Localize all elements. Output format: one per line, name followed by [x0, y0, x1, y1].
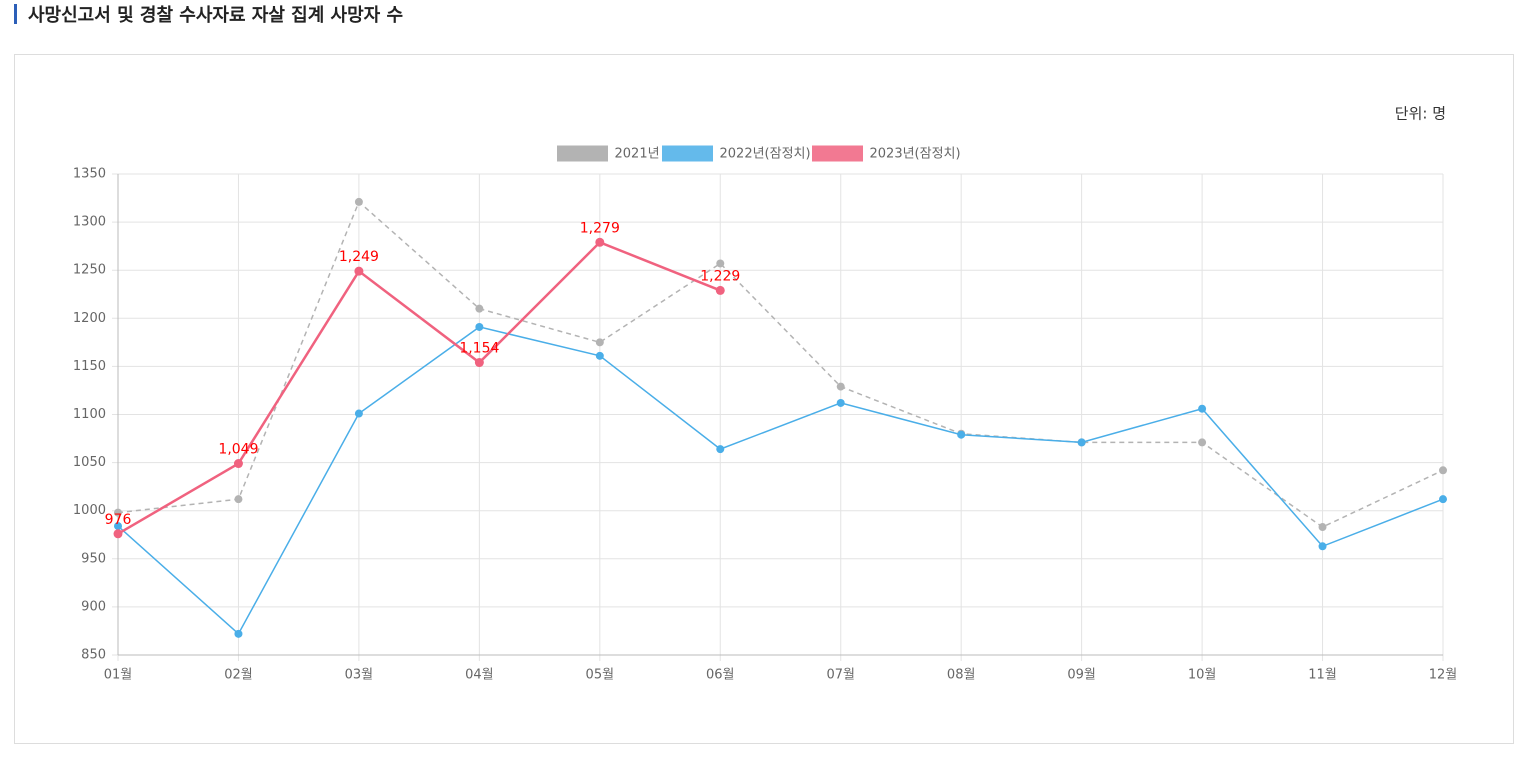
- point: [354, 266, 364, 276]
- point: [1077, 438, 1086, 447]
- y-tick-label: 1100: [73, 407, 106, 422]
- point: [1198, 438, 1207, 447]
- data-label: 1,154: [459, 341, 499, 357]
- point: [1439, 495, 1447, 504]
- y-tick-label: 1250: [73, 263, 106, 278]
- point: [114, 522, 122, 531]
- point: [233, 459, 243, 469]
- x-tick-label: 03월: [345, 668, 374, 683]
- legend-label: 2022년(잠정치): [720, 147, 811, 162]
- x-tick-label: 10월: [1188, 668, 1217, 683]
- x-tick-label: 09월: [1067, 668, 1096, 683]
- x-tick-label: 11월: [1308, 668, 1337, 683]
- data-label: 1,249: [339, 249, 379, 265]
- data-label: 1,049: [218, 442, 258, 458]
- x-tick-label: 07월: [826, 668, 855, 683]
- x-tick-label: 06월: [706, 668, 735, 683]
- legend-label: 2021년: [615, 147, 660, 162]
- point: [1318, 523, 1327, 532]
- point: [716, 445, 725, 454]
- point: [1439, 466, 1447, 475]
- point: [595, 338, 604, 347]
- point: [234, 495, 243, 504]
- legend-swatch: [557, 145, 608, 162]
- point: [475, 322, 484, 331]
- y-tick-label: 850: [81, 648, 106, 663]
- y-tick-label: 900: [81, 599, 106, 614]
- y-tick-label: 1350: [73, 167, 106, 182]
- y-tick-label: 1200: [73, 311, 106, 326]
- unit-label: 단위: 명: [1395, 105, 1446, 123]
- point: [475, 304, 484, 313]
- chart-title: 사망신고서 및 경찰 수사자료 자살 집계 사망자 수: [28, 5, 403, 26]
- data-label: 1,229: [700, 268, 740, 284]
- point: [113, 529, 123, 539]
- y-tick-label: 1150: [73, 359, 106, 374]
- point: [595, 237, 605, 247]
- point: [836, 398, 845, 407]
- x-tick-label: 08월: [947, 668, 976, 683]
- point: [234, 629, 243, 638]
- point: [474, 358, 484, 368]
- series-line: [117, 240, 721, 535]
- y-tick-label: 1300: [73, 215, 106, 230]
- series-line: [117, 200, 1444, 528]
- x-tick-label: 01월: [104, 668, 133, 683]
- x-tick-label: 04월: [465, 668, 494, 683]
- x-tick-label: 12월: [1429, 668, 1458, 683]
- y-tick-label: 950: [81, 551, 106, 566]
- title-bar: [14, 4, 17, 24]
- point: [1318, 542, 1327, 551]
- point: [715, 285, 725, 295]
- panel: [14, 54, 1514, 744]
- point: [957, 430, 966, 439]
- legend-swatch: [812, 145, 863, 162]
- point: [114, 508, 122, 517]
- y-tick-label: 1050: [73, 455, 106, 470]
- point: [716, 259, 725, 268]
- point: [836, 382, 845, 391]
- legend-label: 2023년(잠정치): [870, 147, 961, 162]
- legend-swatch: [662, 145, 713, 162]
- data-label: 1,279: [580, 220, 620, 236]
- point: [354, 409, 363, 418]
- series-line: [117, 326, 1444, 636]
- point: [595, 351, 604, 360]
- x-tick-label: 02월: [224, 668, 253, 683]
- point: [354, 197, 363, 206]
- point: [1198, 404, 1207, 413]
- x-tick-label: 05월: [586, 668, 615, 683]
- y-tick-label: 1000: [73, 503, 106, 518]
- data-label: 976: [105, 512, 132, 528]
